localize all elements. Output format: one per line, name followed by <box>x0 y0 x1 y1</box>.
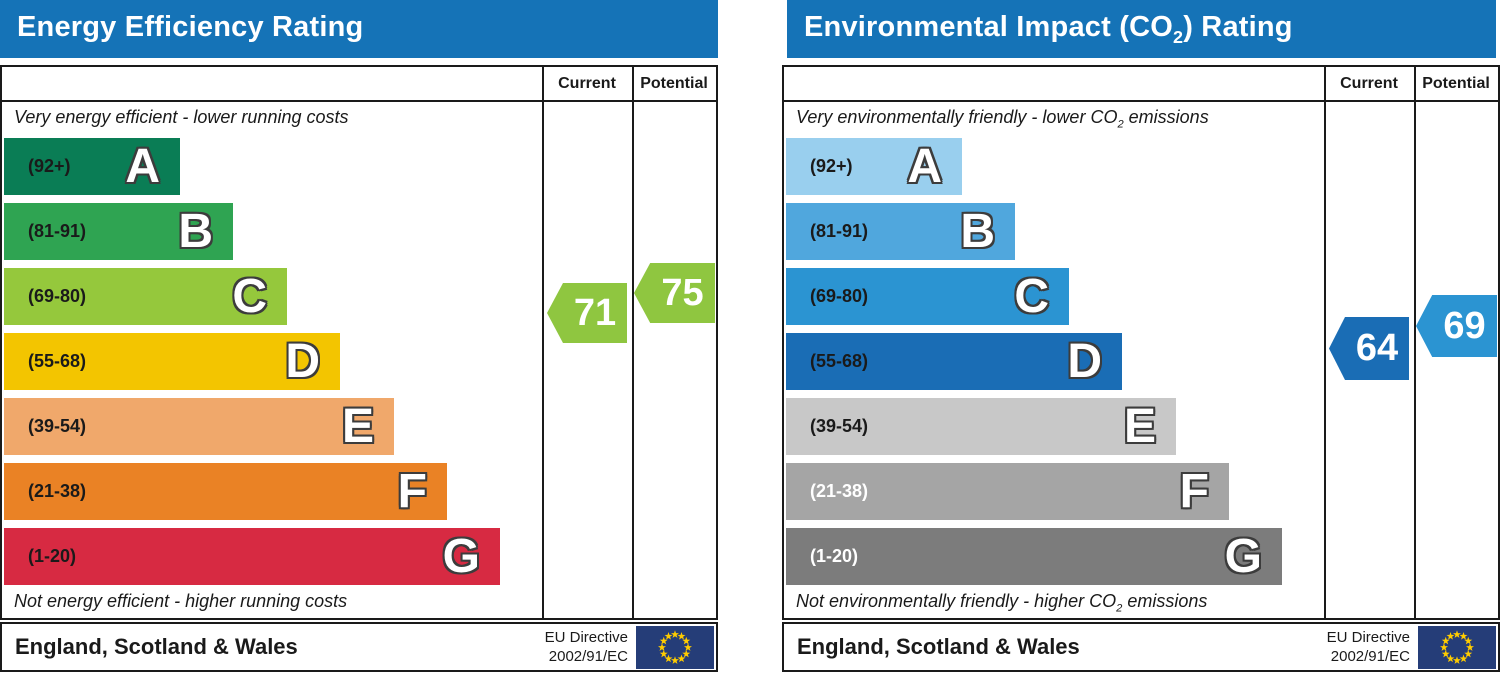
band-letter: A <box>125 139 160 193</box>
column-divider <box>1324 67 1326 618</box>
eu-directive-label: EU Directive 2002/91/EC <box>1326 628 1410 666</box>
current-rating-value: 64 <box>1355 327 1399 369</box>
band-b: (81-91) B <box>4 203 233 260</box>
current-rating-arrow: 64 <box>1329 317 1409 380</box>
band-range-label: (21-38) <box>810 481 869 501</box>
band-a: (92+) A <box>786 138 962 195</box>
band-letter: B <box>178 204 213 258</box>
band-g: (1-20) G <box>786 528 1282 585</box>
rating-chart: Current Potential Very environmentally f… <box>782 65 1500 620</box>
band-letter: D <box>1067 334 1102 388</box>
region-label: England, Scotland & Wales <box>797 634 1080 659</box>
band-range-label: (55-68) <box>810 351 869 371</box>
current-rating-arrow: 71 <box>547 283 627 343</box>
band-g: (1-20) G <box>4 528 500 585</box>
panel-header: Environmental Impact (CO2) Rating <box>787 0 1496 58</box>
band-letter: C <box>1014 269 1049 323</box>
page-title: Energy Efficiency Rating <box>17 10 364 43</box>
band-range-label: (69-80) <box>810 286 869 306</box>
potential-rating-value: 75 <box>661 271 704 314</box>
potential-rating-arrow: 69 <box>1416 295 1497 357</box>
footer: England, Scotland & Wales EU Directive 2… <box>0 622 718 672</box>
band-letter: G <box>1224 529 1262 583</box>
environmental-impact-panel: Environmental Impact (CO2) Rating Curren… <box>782 0 1500 675</box>
band-d: (55-68) D <box>786 333 1122 390</box>
band-b: (81-91) B <box>786 203 1015 260</box>
column-divider <box>542 67 544 618</box>
band-letter: D <box>285 334 320 388</box>
energy-efficiency-panel: Energy Efficiency Rating Current Potenti… <box>0 0 718 675</box>
potential-column-header: Potential <box>1422 75 1490 92</box>
band-range-label: (1-20) <box>810 546 859 566</box>
region-label: England, Scotland & Wales <box>15 634 298 659</box>
band-letter: A <box>907 139 942 193</box>
band-c: (69-80) C <box>786 268 1069 325</box>
band-range-label: (39-54) <box>28 416 87 436</box>
eu-flag-icon <box>636 625 714 669</box>
current-column-header: Current <box>558 75 616 92</box>
current-rating-value: 71 <box>573 291 617 334</box>
band-letter: E <box>341 399 374 453</box>
band-c: (69-80) C <box>4 268 287 325</box>
bottom-caption: Not energy efficient - higher running co… <box>14 591 348 611</box>
band-range-label: (39-54) <box>810 416 869 436</box>
band-letter: F <box>1179 464 1209 518</box>
band-range-label: (21-38) <box>28 481 87 501</box>
band-letter: E <box>1123 399 1156 453</box>
footer: England, Scotland & Wales EU Directive 2… <box>782 622 1500 672</box>
band-range-label: (92+) <box>28 156 71 176</box>
page-title: Environmental Impact (CO2) Rating <box>804 10 1293 47</box>
band-range-label: (55-68) <box>28 351 87 371</box>
panel-header: Energy Efficiency Rating <box>0 0 718 58</box>
eu-directive-label: EU Directive 2002/91/EC <box>544 628 628 666</box>
band-d: (55-68) D <box>4 333 340 390</box>
band-range-label: (1-20) <box>28 546 77 566</box>
potential-rating-arrow: 75 <box>634 263 715 323</box>
band-letter: B <box>960 204 995 258</box>
column-header-row: Current Potential <box>2 67 716 102</box>
top-caption: Very energy efficient - lower running co… <box>14 107 349 127</box>
potential-column-header: Potential <box>640 75 708 92</box>
column-divider <box>1414 67 1416 618</box>
bottom-caption: Not environmentally friendly - higher CO… <box>796 591 1208 615</box>
band-range-label: (69-80) <box>28 286 87 306</box>
band-range-label: (81-91) <box>810 221 869 241</box>
band-range-label: (92+) <box>810 156 853 176</box>
band-letter: C <box>232 269 267 323</box>
band-e: (39-54) E <box>4 398 394 455</box>
band-letter: G <box>442 529 480 583</box>
band-range-label: (81-91) <box>28 221 87 241</box>
rating-chart: Current Potential Very energy efficient … <box>0 65 718 620</box>
eu-flag-icon <box>1418 625 1496 669</box>
potential-rating-value: 69 <box>1443 304 1486 347</box>
band-f: (21-38) F <box>4 463 447 520</box>
column-header-row: Current Potential <box>784 67 1498 102</box>
top-caption: Very environmentally friendly - lower CO… <box>796 107 1209 131</box>
current-column-header: Current <box>1340 75 1398 92</box>
band-a: (92+) A <box>4 138 180 195</box>
band-f: (21-38) F <box>786 463 1229 520</box>
band-letter: F <box>397 464 427 518</box>
band-e: (39-54) E <box>786 398 1176 455</box>
column-divider <box>632 67 634 618</box>
